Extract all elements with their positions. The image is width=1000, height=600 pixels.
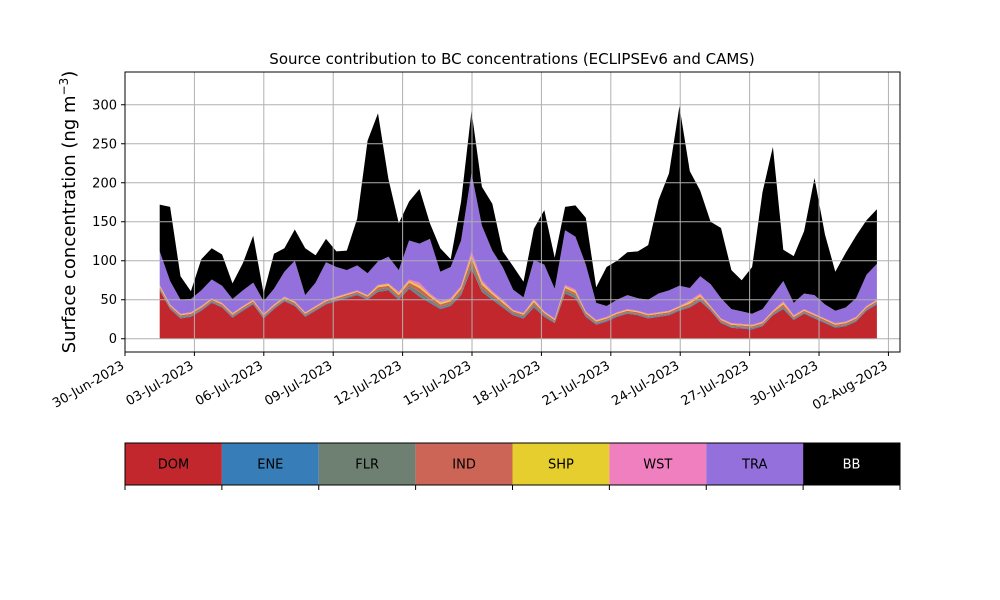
legend-label-tra: TRA — [741, 458, 767, 473]
legend-swatch-ene — [221, 443, 319, 485]
legend-swatch-ind — [415, 443, 513, 485]
area-series-ind — [159, 258, 877, 328]
y-axis-label: Surface concentration (ng m−3) — [57, 71, 80, 354]
x-tick-label: 24-Jul-2023 — [609, 358, 682, 409]
y-tick-label: 150 — [92, 215, 117, 230]
legend-swatch-flr — [318, 443, 416, 485]
legend-swatch-dom — [125, 443, 222, 485]
legend-swatch-shp — [512, 443, 610, 485]
area-series-flr — [159, 263, 877, 329]
x-tick-label: 30-Jun-2023 — [50, 358, 127, 411]
legend-swatch-bb — [803, 443, 900, 485]
grid-lines — [124, 72, 900, 352]
x-tick-label: 15-Jul-2023 — [401, 358, 474, 409]
y-axis-label-main: Surface concentration (ng m — [59, 95, 80, 353]
y-tick-label: 250 — [92, 137, 117, 152]
y-tick-label: 300 — [92, 98, 117, 113]
legend: DOM ENE FLR IND SHP WST TRA BB — [124, 442, 901, 490]
legend-swatch-tra — [706, 443, 804, 485]
area-series-dom — [159, 268, 877, 339]
x-tick-label: 27-Jul-2023 — [679, 358, 752, 409]
x-tick-label: 21-Jul-2023 — [540, 358, 613, 409]
legend-label-bb: BB — [843, 458, 861, 473]
plot-frame — [124, 71, 901, 353]
y-tick-label: 200 — [92, 176, 117, 191]
area-series-bb — [159, 106, 877, 314]
legend-label-wst: WST — [643, 458, 672, 473]
x-tick-label: 02-Aug-2023 — [810, 358, 890, 413]
legend-label-dom: DOM — [158, 458, 189, 473]
legend-swatch-wst — [609, 443, 707, 485]
legend-frame — [124, 442, 901, 486]
y-tick-label: 0 — [109, 332, 117, 347]
x-tick-label: 03-Jul-2023 — [124, 358, 197, 409]
area-series-tra — [159, 173, 877, 325]
y-axis-label-close: ) — [59, 71, 80, 78]
x-tick-label: 18-Jul-2023 — [471, 358, 544, 409]
y-tick-label: 50 — [100, 293, 117, 308]
y-tick-label: 100 — [92, 254, 117, 269]
legend-label-ene: ENE — [257, 458, 283, 473]
legend-label-shp: SHP — [548, 458, 574, 473]
legend-label-flr: FLR — [355, 458, 379, 473]
x-tick-label: 09-Jul-2023 — [262, 358, 335, 409]
x-tick-label: 06-Jul-2023 — [193, 358, 266, 409]
chart-title: Source contribution to BC concentrations… — [269, 50, 754, 68]
plot-area — [159, 106, 877, 339]
y-axis-label-superscript: −3 — [57, 78, 71, 96]
legend-label-ind: IND — [452, 458, 476, 473]
x-tick-label: 12-Jul-2023 — [332, 358, 405, 409]
